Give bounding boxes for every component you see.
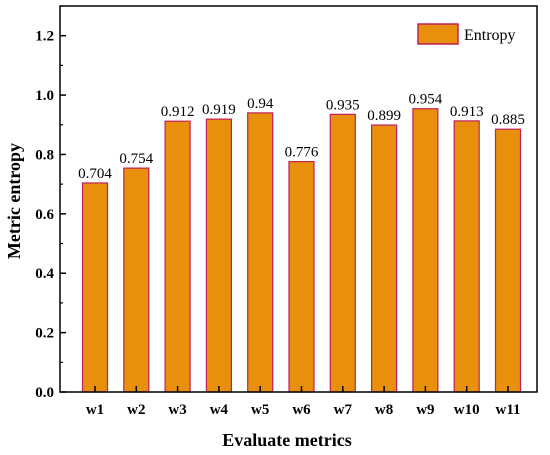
- x-axis-ticks: w1 w2 w3 w4 w5 w6 w7 w8 w9 w10 w11: [86, 386, 521, 418]
- bar-w1: [81, 182, 109, 393]
- data-label-w9: 0.954: [409, 92, 443, 108]
- bar-w6: [288, 160, 315, 393]
- data-label-w6: 0.776: [285, 145, 319, 161]
- y-tick-label: 1.2: [35, 29, 54, 45]
- y-axis-ticks: 0.0 0.2 0.4 0.6 0.8 1.0 1.2: [35, 5, 66, 401]
- bar-w10: [453, 120, 480, 393]
- x-axis-title: Evaluate metrics: [222, 430, 351, 450]
- x-tick-label-w11: w11: [495, 402, 520, 418]
- data-label-w7: 0.935: [326, 97, 360, 113]
- data-label-w5: 0.94: [247, 96, 274, 112]
- x-tick-label-w7: w7: [334, 402, 353, 418]
- x-tick-label-w4: w4: [210, 402, 229, 418]
- legend: Entropy: [417, 23, 516, 45]
- x-tick-label-w1: w1: [86, 402, 104, 418]
- x-tick-label-w8: w8: [375, 402, 393, 418]
- plot-frame: [59, 5, 538, 393]
- x-tick-label-w3: w3: [168, 402, 186, 418]
- data-labels: 0.704 0.754 0.912 0.919 0.94 0.776 0.935 0.899 0…: [78, 92, 525, 182]
- x-tick-label-w9: w9: [416, 402, 434, 418]
- x-tick-label-w10: w10: [454, 402, 480, 418]
- data-label-w10: 0.913: [450, 104, 484, 120]
- y-tick-label: 0.0: [35, 385, 54, 401]
- data-label-w8: 0.899: [367, 108, 401, 124]
- y-tick-label: 0.6: [35, 207, 54, 223]
- legend-label-entropy: Entropy: [464, 27, 516, 44]
- bar-w4: [205, 118, 232, 393]
- y-tick-label: 1.0: [35, 88, 54, 104]
- y-tick-label: 0.4: [35, 266, 54, 282]
- data-label-w4: 0.919: [202, 102, 236, 118]
- x-tick-label-w2: w2: [127, 402, 145, 418]
- bar-w8: [371, 124, 398, 393]
- x-tick-label-w6: w6: [292, 402, 311, 418]
- legend-swatch-entropy: [417, 23, 459, 45]
- y-tick-label: 0.2: [35, 326, 54, 342]
- data-label-w11: 0.885: [491, 112, 525, 128]
- bar-w3: [164, 120, 191, 393]
- data-label-w3: 0.912: [161, 104, 195, 120]
- y-tick-label: 0.8: [35, 147, 54, 163]
- bar-w7: [329, 113, 356, 393]
- bar-w11: [494, 128, 522, 393]
- bar-series-entropy: [81, 108, 522, 393]
- bar-w2: [123, 167, 150, 393]
- bar-w9: [412, 108, 439, 393]
- x-tick-label-w5: w5: [251, 402, 269, 418]
- data-label-w2: 0.754: [119, 151, 153, 167]
- y-axis-title: Metric entropy: [4, 143, 24, 259]
- data-label-w1: 0.704: [78, 166, 112, 182]
- bar-w5: [247, 112, 274, 393]
